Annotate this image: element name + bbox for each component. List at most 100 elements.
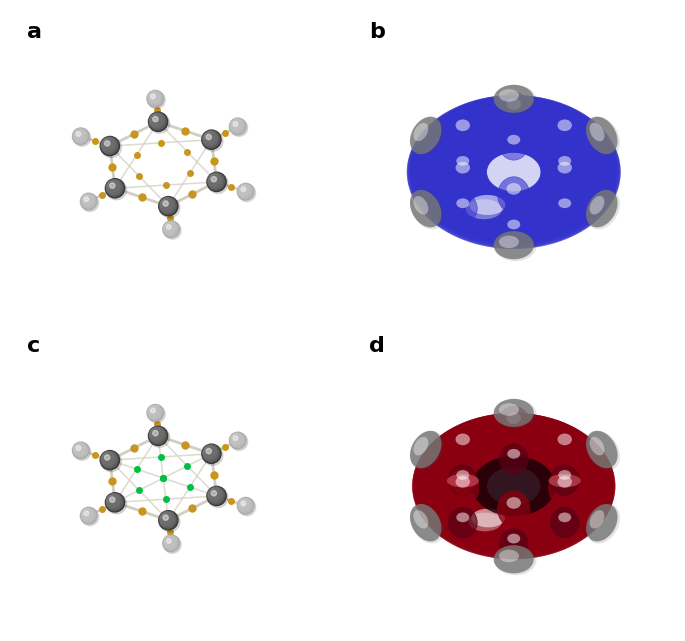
Ellipse shape — [496, 503, 571, 557]
Ellipse shape — [513, 182, 593, 240]
Ellipse shape — [419, 479, 493, 533]
Ellipse shape — [486, 96, 566, 154]
Ellipse shape — [558, 470, 571, 480]
Circle shape — [80, 193, 97, 210]
Circle shape — [160, 512, 175, 527]
Ellipse shape — [457, 96, 537, 154]
Ellipse shape — [438, 103, 518, 160]
Ellipse shape — [558, 476, 572, 488]
Circle shape — [105, 179, 125, 198]
Ellipse shape — [456, 415, 532, 469]
Circle shape — [149, 92, 160, 103]
Circle shape — [147, 405, 162, 420]
Ellipse shape — [432, 426, 508, 479]
Ellipse shape — [495, 545, 536, 575]
Circle shape — [151, 94, 155, 99]
Ellipse shape — [537, 445, 612, 499]
Circle shape — [100, 137, 119, 156]
Ellipse shape — [530, 169, 610, 227]
Circle shape — [84, 511, 89, 515]
Ellipse shape — [508, 449, 520, 459]
Ellipse shape — [438, 431, 590, 541]
Circle shape — [73, 442, 88, 458]
Ellipse shape — [549, 474, 581, 487]
Circle shape — [229, 432, 246, 449]
Ellipse shape — [447, 470, 479, 506]
Circle shape — [110, 497, 115, 503]
Circle shape — [149, 428, 165, 443]
Ellipse shape — [422, 112, 502, 171]
Circle shape — [208, 173, 223, 189]
Ellipse shape — [498, 98, 579, 156]
Ellipse shape — [495, 85, 536, 115]
Ellipse shape — [445, 419, 521, 472]
Circle shape — [163, 221, 179, 238]
Circle shape — [101, 452, 116, 467]
Circle shape — [149, 426, 168, 445]
Circle shape — [82, 509, 93, 520]
Circle shape — [163, 221, 178, 237]
Circle shape — [231, 434, 242, 445]
Ellipse shape — [540, 456, 615, 510]
Circle shape — [81, 194, 96, 209]
Ellipse shape — [510, 184, 590, 242]
Circle shape — [82, 194, 95, 208]
Circle shape — [73, 442, 89, 459]
Ellipse shape — [476, 413, 551, 467]
Ellipse shape — [530, 117, 610, 175]
Ellipse shape — [549, 113, 581, 150]
Ellipse shape — [508, 135, 520, 145]
Circle shape — [233, 436, 238, 440]
Text: d: d — [369, 337, 385, 356]
Ellipse shape — [441, 101, 522, 159]
Ellipse shape — [414, 196, 428, 215]
Circle shape — [238, 184, 256, 202]
Ellipse shape — [478, 95, 558, 153]
Circle shape — [206, 448, 212, 454]
Ellipse shape — [490, 96, 571, 154]
Ellipse shape — [586, 431, 618, 468]
Ellipse shape — [538, 155, 619, 213]
Circle shape — [106, 494, 123, 511]
Ellipse shape — [473, 95, 554, 153]
Ellipse shape — [540, 149, 620, 207]
Ellipse shape — [413, 122, 493, 180]
Circle shape — [238, 185, 251, 197]
Ellipse shape — [436, 424, 510, 478]
Ellipse shape — [499, 444, 528, 474]
Circle shape — [202, 131, 220, 148]
Circle shape — [147, 91, 162, 106]
Ellipse shape — [502, 187, 582, 244]
Circle shape — [149, 427, 170, 447]
Circle shape — [163, 515, 169, 520]
Ellipse shape — [449, 417, 524, 471]
Circle shape — [203, 445, 223, 465]
Ellipse shape — [407, 140, 487, 198]
Ellipse shape — [495, 97, 575, 155]
Circle shape — [230, 433, 244, 446]
Ellipse shape — [525, 112, 606, 171]
Ellipse shape — [493, 504, 567, 558]
Text: a: a — [27, 22, 42, 42]
Circle shape — [230, 433, 248, 451]
Ellipse shape — [408, 152, 488, 210]
Ellipse shape — [558, 162, 572, 174]
Circle shape — [73, 129, 87, 142]
Circle shape — [203, 131, 219, 147]
Circle shape — [166, 224, 171, 229]
Ellipse shape — [419, 171, 500, 229]
Ellipse shape — [469, 95, 549, 153]
Ellipse shape — [517, 424, 592, 478]
Ellipse shape — [590, 510, 604, 529]
Circle shape — [166, 538, 171, 544]
Ellipse shape — [411, 117, 444, 156]
Ellipse shape — [473, 191, 554, 249]
Circle shape — [164, 536, 177, 549]
Ellipse shape — [532, 120, 612, 178]
Ellipse shape — [488, 413, 563, 468]
Ellipse shape — [434, 182, 514, 240]
Ellipse shape — [456, 433, 470, 445]
Ellipse shape — [494, 399, 534, 427]
Ellipse shape — [472, 456, 556, 516]
Circle shape — [102, 138, 115, 152]
